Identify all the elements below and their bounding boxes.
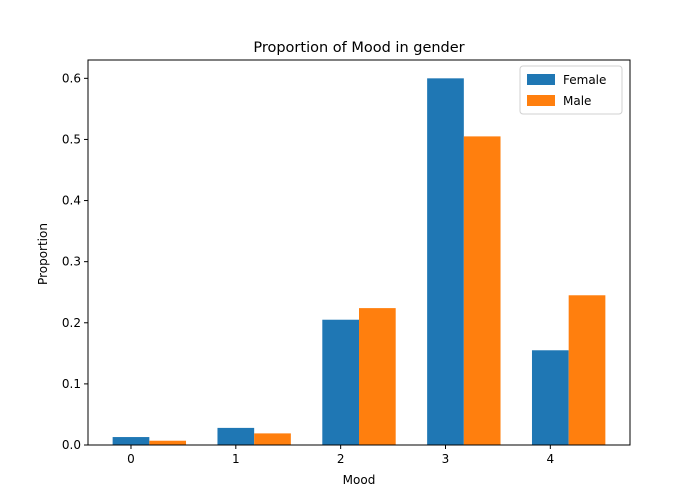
bar-male-1: [254, 433, 291, 445]
x-axis-label: Mood: [343, 473, 376, 487]
y-tick-label: 0.6: [62, 71, 81, 85]
bar-female-0: [112, 437, 150, 445]
x-tick-label: 1: [232, 452, 240, 466]
y-tick-label: 0.2: [62, 316, 81, 330]
bar-female-2: [322, 319, 359, 445]
bars-group: [112, 78, 606, 445]
x-ticks-group: 0 1 2 3 4: [127, 445, 554, 466]
legend-swatch-female: [527, 74, 555, 85]
x-tick-label: 2: [337, 452, 345, 466]
y-axis-label: Proportion: [36, 223, 50, 285]
y-ticks-group: 0.0 0.1 0.2 0.3 0.4 0.5 0.6: [62, 71, 88, 452]
x-tick-label: 0: [127, 452, 135, 466]
chart-title: Proportion of Mood in gender: [253, 40, 464, 56]
bar-male-0: [149, 440, 187, 445]
legend: Female Male: [519, 65, 623, 115]
bar-male-4: [568, 295, 606, 445]
plot-area-frame: [87, 59, 631, 446]
bar-female-1: [217, 427, 255, 445]
y-tick-label: 0.3: [62, 255, 81, 269]
y-tick-label: 0.4: [62, 194, 81, 208]
bar-male-2: [359, 308, 396, 445]
legend-label-male: Male: [563, 94, 591, 108]
y-tick-label: 0.1: [62, 377, 81, 391]
bar-male-3: [463, 136, 501, 445]
legend-label-female: Female: [563, 73, 606, 87]
x-tick-label: 4: [547, 452, 555, 466]
legend-swatch-male: [527, 95, 555, 106]
y-tick-label: 0.5: [62, 132, 81, 146]
x-tick-label: 3: [442, 452, 450, 466]
y-tick-label: 0.0: [62, 438, 81, 452]
bar-female-3: [427, 78, 464, 445]
bar-female-4: [531, 350, 569, 445]
